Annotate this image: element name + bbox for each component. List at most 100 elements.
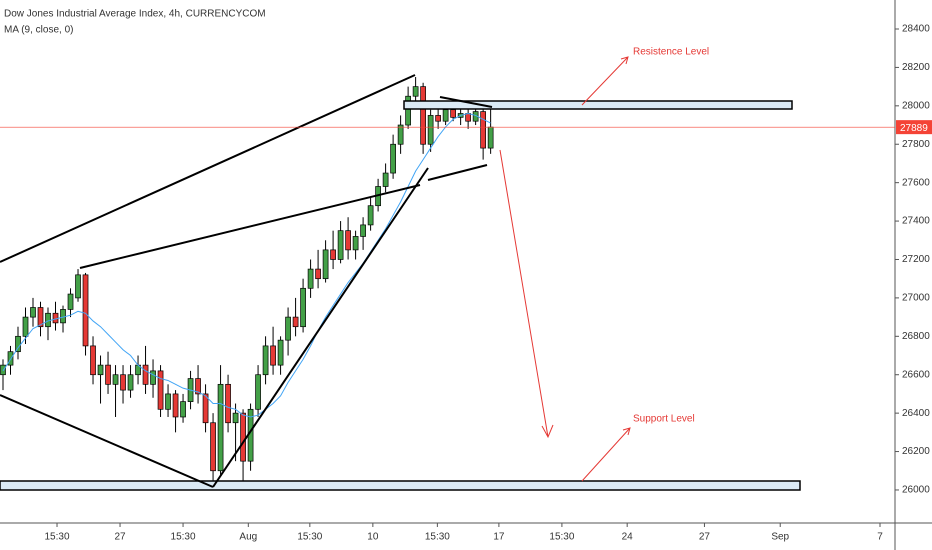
support-zone <box>0 480 801 491</box>
candle-body <box>105 364 111 385</box>
candle-body <box>262 345 269 376</box>
candle-body <box>180 401 186 418</box>
indicator-label: MA (9, close, 0) <box>4 25 73 36</box>
candle-body <box>210 422 216 472</box>
candle-body <box>37 307 44 328</box>
x-tick-label: 27 <box>699 532 711 543</box>
candle-body <box>285 316 291 341</box>
candle-body <box>142 364 149 385</box>
candle-body <box>97 364 104 376</box>
candle-body <box>172 393 179 418</box>
arrow <box>581 427 631 482</box>
candle-body <box>157 370 164 410</box>
candle-body <box>90 345 96 376</box>
x-tick-label: Sep <box>771 532 789 543</box>
x-tick-label: 24 <box>622 532 634 543</box>
candle-body <box>360 224 366 237</box>
y-tick-label: 28400 <box>902 24 930 35</box>
candle-body <box>165 393 171 410</box>
candle-body <box>337 230 344 260</box>
candle-body <box>30 307 36 318</box>
candle-body <box>225 383 231 424</box>
price-axis <box>895 0 932 550</box>
x-tick-label: 15:30 <box>549 532 574 543</box>
x-tick-label: 15:30 <box>297 532 322 543</box>
candle-body <box>15 335 21 353</box>
candle-body <box>217 383 224 472</box>
candle-body <box>307 268 314 289</box>
ma-line <box>2 112 491 418</box>
candle-body <box>405 95 411 126</box>
trend-line <box>427 164 488 181</box>
annotation: Support Level <box>633 414 695 425</box>
trend-line <box>0 394 214 488</box>
trend-line <box>0 74 416 263</box>
y-tick-label: 27000 <box>902 293 930 304</box>
candle-body <box>397 124 404 145</box>
candle-body <box>240 412 246 462</box>
candle-body <box>435 115 441 122</box>
trend-line <box>439 96 493 108</box>
y-tick-label: 28200 <box>902 62 930 73</box>
y-tick-label: 27200 <box>902 254 930 265</box>
candle-body <box>7 351 14 366</box>
candle-body <box>427 115 434 145</box>
candle-body <box>127 374 134 391</box>
candle-body <box>420 86 426 145</box>
candle-body <box>0 364 6 376</box>
candle-body <box>22 316 29 337</box>
candle-body <box>367 205 374 226</box>
candle-body <box>75 274 81 299</box>
candle-body <box>150 370 156 385</box>
y-tick-label: 27800 <box>902 139 930 150</box>
candle-body <box>450 109 456 118</box>
candle-body <box>82 274 89 347</box>
candle-body <box>390 143 396 174</box>
arrow <box>581 56 629 106</box>
y-tick-label: 26200 <box>902 446 930 457</box>
candle-body <box>255 374 261 410</box>
candle-body <box>382 172 389 187</box>
y-tick-label: 28000 <box>902 100 930 111</box>
candle-body <box>352 236 359 251</box>
candle-body <box>112 374 119 385</box>
resistance-zone <box>403 100 793 110</box>
plot <box>0 77 494 490</box>
x-tick-label: 17 <box>493 532 505 543</box>
candle-body <box>345 230 351 251</box>
candle-body <box>202 393 209 424</box>
last-price-label: 27889 <box>900 123 928 134</box>
x-tick-label: 15:30 <box>425 532 450 543</box>
candle-body <box>195 378 201 395</box>
drawings: Resistence Level Support Level <box>0 47 801 491</box>
candle-body <box>292 316 299 328</box>
y-tick-label: 26600 <box>902 369 930 380</box>
candle-body <box>120 374 126 391</box>
candle-body <box>412 86 419 97</box>
last-price-box <box>896 120 932 135</box>
y-tick-label: 26800 <box>902 331 930 342</box>
candle-body <box>315 268 321 280</box>
candle-body <box>330 249 336 260</box>
candle-body <box>300 287 306 328</box>
candle-body <box>67 293 74 310</box>
candle-body <box>480 111 486 149</box>
x-tick-label: 27 <box>114 532 126 543</box>
chart-title: Dow Jones Industrial Average Index, 4h, … <box>4 9 266 20</box>
y-tick-label: 26000 <box>902 485 930 496</box>
y-tick-label: 26400 <box>902 408 930 419</box>
candle-body <box>442 109 449 122</box>
trend-line <box>212 167 429 488</box>
annotation: Resistence Level <box>633 47 709 58</box>
trend-line <box>79 184 421 269</box>
x-tick-label: Aug <box>239 532 257 543</box>
x-tick-label: 15:30 <box>171 532 196 543</box>
candle-body <box>465 113 471 122</box>
time-axis <box>0 523 932 550</box>
candle-body <box>322 249 329 280</box>
x-tick-label: 7 <box>877 532 883 543</box>
y-tick-label: 27400 <box>902 216 930 227</box>
candle-body <box>232 412 239 424</box>
